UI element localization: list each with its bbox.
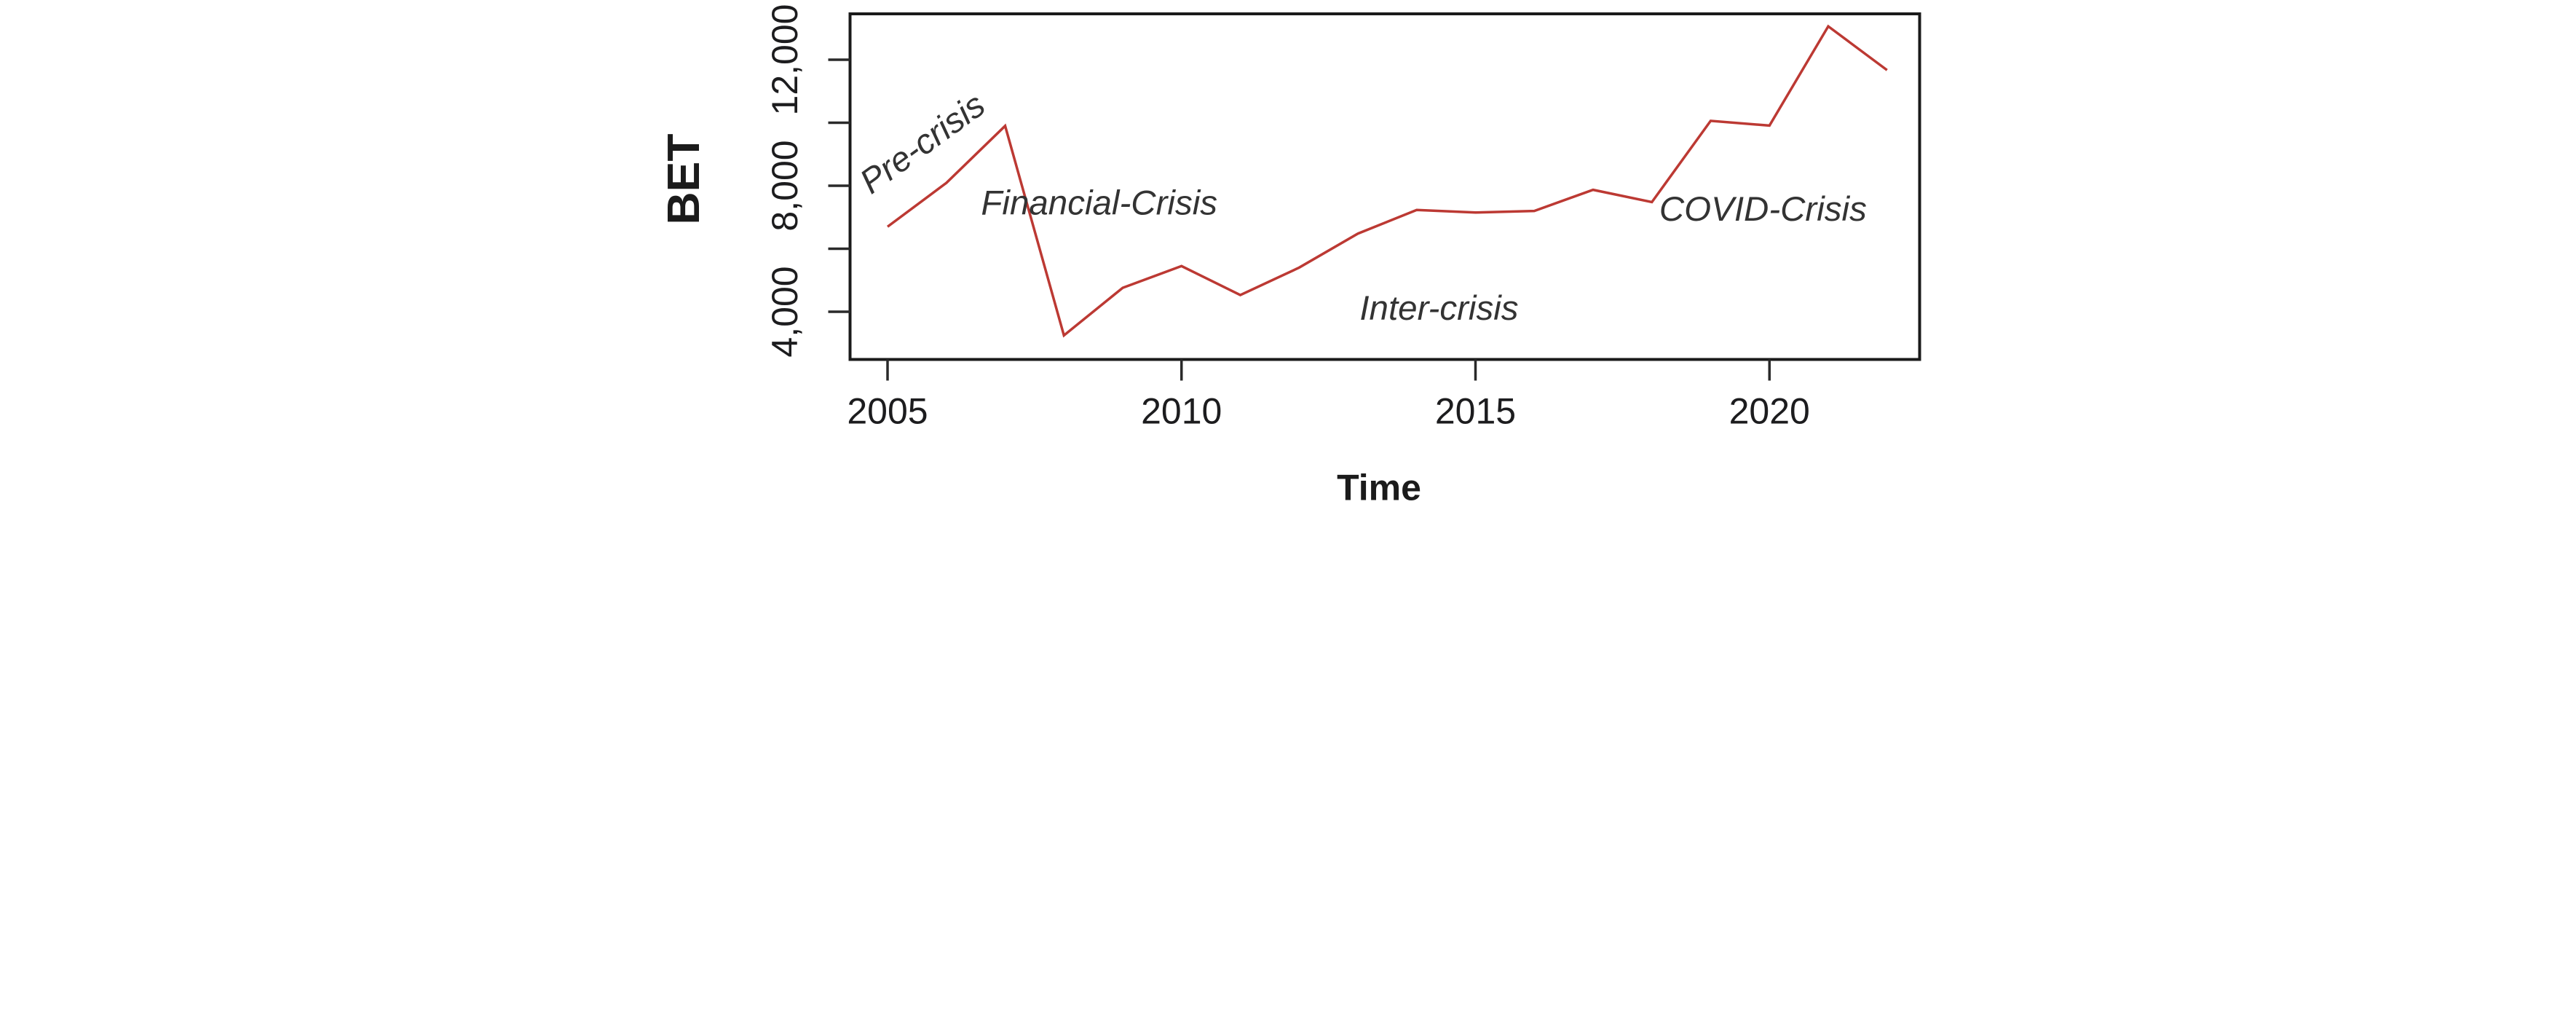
x-tick-label: 2015 [1434,391,1515,432]
bet-time-series-chart: 12,000 8,000 4,000 2005 2010 2015 2020 Pre-cr… [658,4,1921,508]
y-tick-label: 8,000 [764,140,805,231]
y-tick-label: 4,000 [764,266,805,357]
annotation-pre-crisis: Pre-crisis [853,85,992,201]
x-tick-label: 2020 [1728,391,1809,432]
bet-line-series [886,24,1888,338]
annotation-inter-crisis: Inter-crisis [1359,289,1518,328]
x-tick-label: 2010 [1141,391,1222,432]
x-axis-ticks [885,359,1771,381]
y-tick-label: 12,000 [764,4,805,116]
annotation-covid-crisis: COVID-Crisis [1659,190,1866,229]
y-axis-tick-labels: 12,000 8,000 4,000 [764,4,805,358]
bet-time-series-figure: 12,000 8,000 4,000 2005 2010 2015 2020 Pre-cr… [644,0,1932,510]
annotation-financial-crisis: Financial-Crisis [981,184,1217,222]
y-axis-ticks [828,58,850,313]
x-axis-title: Time [1337,468,1421,508]
x-tick-label: 2005 [847,391,928,432]
x-axis-tick-labels: 2005 2010 2015 2020 [847,391,1809,432]
y-axis-title: BET [658,134,709,225]
